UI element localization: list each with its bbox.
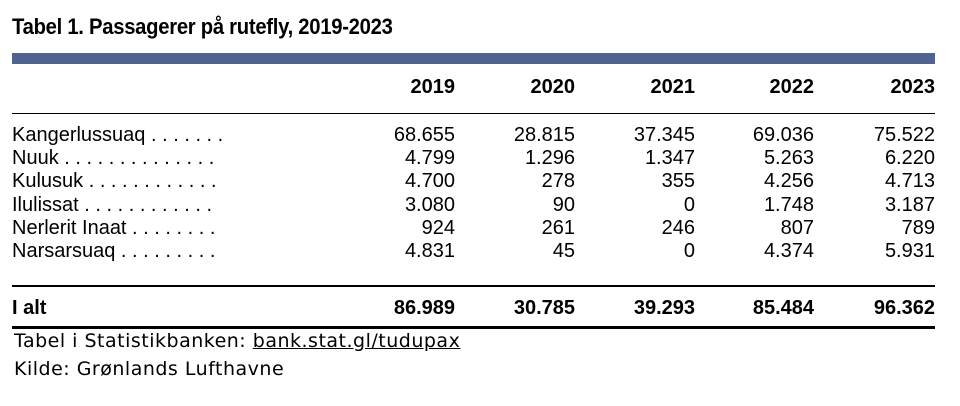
table-cell: 4.713: [884, 170, 935, 193]
table-cell: 5.931: [884, 239, 935, 262]
table-cell: 75.522: [873, 124, 935, 146]
table-cell: 90: [552, 193, 575, 216]
table-row: Nuuk . . . . . . . . . . . . . . 4.799 1…: [12, 147, 935, 170]
total-cell: 96.362: [873, 297, 935, 319]
row-label: Kulusuk . . . . . . . . . . . .: [12, 170, 217, 193]
row-label: Nuuk . . . . . . . . . . . . . .: [12, 147, 215, 170]
table-row: Kangerlussuaq . . . . . . . 68.655 28.81…: [12, 124, 935, 147]
table-cell: 5.263: [763, 147, 814, 170]
table-cell: 45: [552, 239, 575, 262]
statbank-note: Tabel i Statistikbanken: bank.stat.gl/tu…: [14, 330, 460, 352]
table-row: Narsarsuaq . . . . . . . . . 4.831 45 0 …: [12, 240, 935, 263]
table-cell: 4.700: [404, 170, 455, 193]
total-row: I alt 86.989 30.785 39.293 85.484 96.362: [12, 297, 935, 321]
header-color-bar: [12, 53, 935, 64]
table-cell: 789: [901, 216, 935, 239]
table-cell: 4.799: [404, 147, 455, 170]
row-label: Ilulissat . . . . . . . . . . . .: [12, 193, 213, 216]
table-cell: 278: [541, 170, 575, 193]
source-note: Kilde: Grønlands Lufthavne: [14, 358, 285, 380]
total-cell: 86.989: [393, 297, 455, 319]
table-cell: 1.748: [763, 193, 814, 216]
table-cell: 261: [541, 216, 575, 239]
statbank-link[interactable]: bank.stat.gl/tudupax: [252, 330, 461, 352]
total-label: I alt: [12, 297, 47, 319]
table-cell: 6.220: [884, 147, 935, 170]
table-body: Kangerlussuaq . . . . . . . 68.655 28.81…: [12, 124, 935, 263]
row-label: Nerlerit Inaat . . . . . . . .: [12, 216, 216, 239]
column-header-2023: 2023: [890, 76, 936, 98]
total-cell: 30.785: [513, 297, 575, 319]
total-divider: [12, 285, 935, 287]
bottom-divider: [12, 326, 935, 329]
table-cell: 0: [683, 239, 695, 262]
column-header-2022: 2022: [769, 76, 815, 98]
column-header-2021: 2021: [650, 76, 696, 98]
table-cell: 4.831: [404, 239, 455, 262]
table-row: Nerlerit Inaat . . . . . . . . 924 261 2…: [12, 217, 935, 240]
column-header-2019: 2019: [410, 76, 456, 98]
table-cell: 924: [421, 216, 455, 239]
table-cell: 28.815: [513, 124, 575, 146]
row-label: Kangerlussuaq . . . . . . .: [12, 124, 224, 146]
column-header-2020: 2020: [530, 76, 576, 98]
table-cell: 69.036: [752, 124, 814, 146]
table-cell: 3.080: [404, 193, 455, 216]
table-title: Tabel 1. Passagerer på rutefly, 2019-202…: [12, 14, 393, 39]
table-cell: 807: [780, 216, 814, 239]
total-cell: 39.293: [633, 297, 695, 319]
table-cell: 4.374: [763, 239, 814, 262]
total-cell: 85.484: [752, 297, 814, 319]
table-row: Ilulissat . . . . . . . . . . . . 3.080 …: [12, 194, 935, 217]
table-header-row: 2019 2020 2021 2022 2023: [12, 76, 936, 100]
table-cell: 246: [661, 216, 695, 239]
table-cell: 3.187: [884, 193, 935, 216]
table-cell: 1.296: [524, 147, 575, 170]
table-cell: 4.256: [763, 170, 814, 193]
table-cell: 355: [661, 170, 695, 193]
table-cell: 37.345: [633, 124, 695, 146]
table-cell: 0: [683, 193, 695, 216]
row-label: Narsarsuaq . . . . . . . . .: [12, 239, 216, 262]
table-cell: 68.655: [393, 124, 455, 146]
table-row: Kulusuk . . . . . . . . . . . . 4.700 27…: [12, 170, 935, 193]
header-divider: [12, 113, 935, 114]
table-cell: 1.347: [644, 147, 695, 170]
statbank-prefix: Tabel i Statistikbanken:: [14, 330, 247, 352]
